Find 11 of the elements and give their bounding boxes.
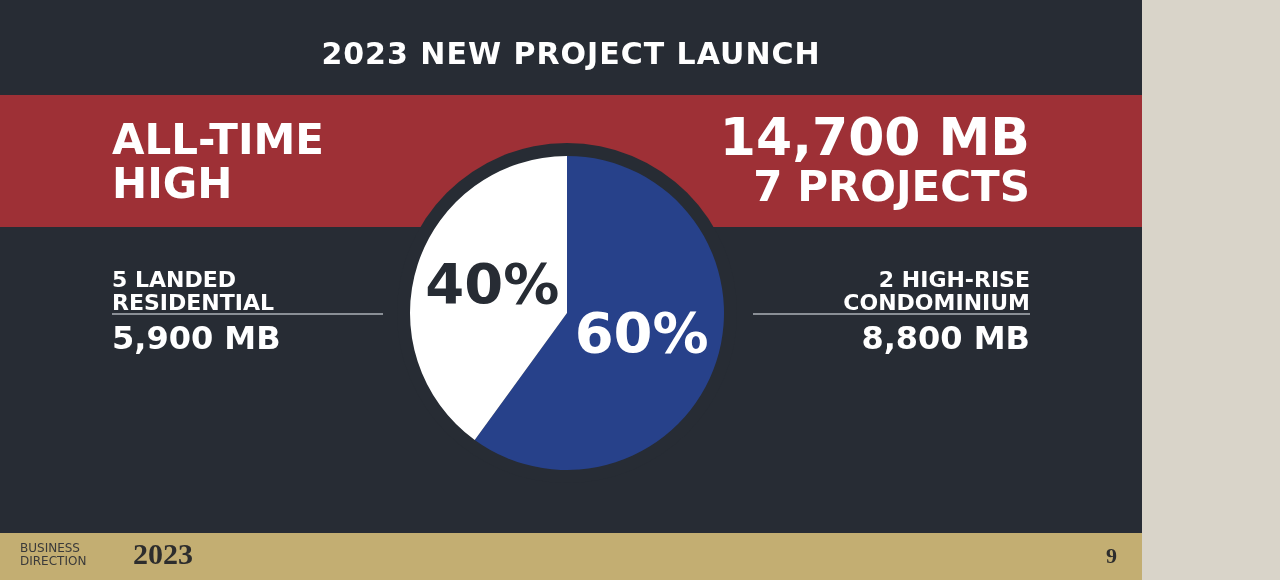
text: 8,800 MB (861, 319, 1030, 357)
text: 9 (1106, 543, 1117, 568)
data-label: 60% (574, 299, 709, 365)
text: ALL-TIME HIGH (112, 115, 326, 209)
text: 2023 (133, 537, 193, 570)
text: 2 HIGH-RISE CONDOMINIUM (842, 267, 1030, 316)
text: BUSINESS DIRECTION (20, 541, 88, 568)
data-label: 40% (425, 251, 560, 317)
text: 5 LANDED RESIDENTIAL (112, 267, 275, 316)
chart-title: 2023 NEW PROJECT LAUNCH (320, 36, 822, 71)
text: 5,900 MB (112, 319, 281, 357)
